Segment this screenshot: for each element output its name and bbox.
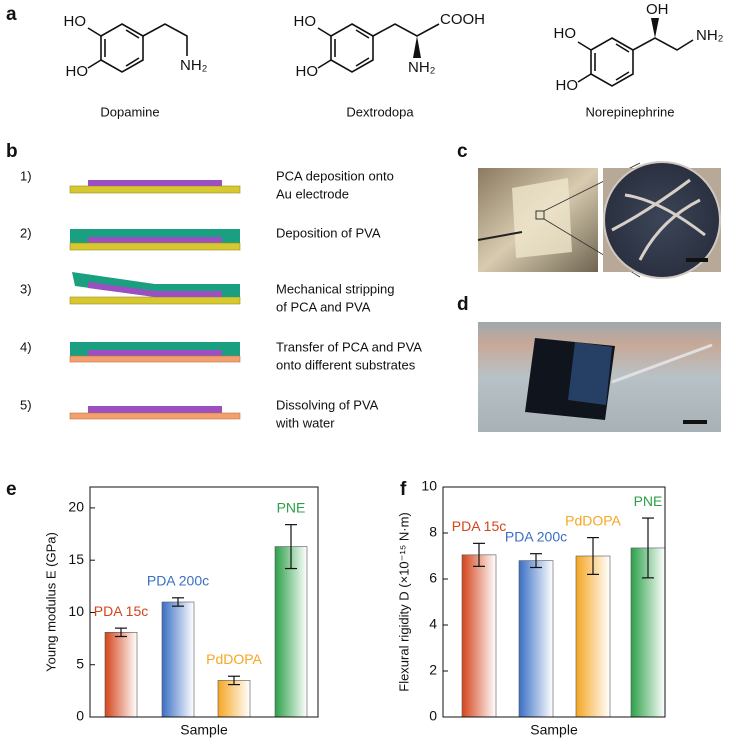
bar — [161, 601, 195, 718]
atom: HO — [554, 25, 577, 42]
bar-label: PdDOPA — [565, 512, 621, 528]
atom: HO — [294, 13, 317, 30]
y-tick-label: 2 — [429, 662, 437, 678]
y-tick-label: 6 — [429, 570, 437, 586]
error-bar — [228, 675, 240, 686]
bar — [575, 555, 611, 718]
atom: NH₂ — [408, 59, 436, 76]
y-tick-label: 0 — [76, 708, 84, 724]
panel-label: f — [400, 479, 407, 500]
atom: OH — [646, 1, 669, 18]
molecule-name: Norepinephrine — [586, 104, 675, 119]
molecule-name: Dopamine — [100, 104, 159, 119]
molecule: HO HO COOH NH₂ Dextrodopa — [294, 11, 486, 119]
y-tick-label: 10 — [68, 603, 84, 619]
step-diagram — [69, 180, 241, 420]
axes-frame — [89, 486, 319, 718]
bar — [518, 560, 554, 718]
bar-label: PNE — [634, 493, 663, 509]
bar-label: PDA 15c — [452, 518, 506, 534]
step-text: onto different substrates — [276, 357, 416, 372]
atom: NH₂ — [180, 57, 208, 74]
step-text: with water — [275, 415, 335, 430]
error-bar — [587, 536, 599, 576]
bar — [274, 546, 308, 718]
atom: NH₂ — [696, 27, 724, 44]
panel-label: b — [6, 141, 18, 162]
bar — [104, 632, 138, 718]
y-axis-label: Young modulus E (GPa) — [43, 532, 58, 672]
x-axis-label: Sample — [530, 722, 578, 738]
atom: HO — [64, 13, 87, 30]
step-number: 5) — [20, 397, 32, 412]
step-text: Au electrode — [276, 186, 349, 201]
molecule-name: Dextrodopa — [346, 104, 414, 119]
step-text: Transfer of PCA and PVA — [276, 339, 422, 354]
molecule: OH HO HO NH₂ Norepinephrine — [554, 1, 724, 119]
step-number: 2) — [20, 225, 32, 240]
y-tick-label: 0 — [429, 708, 437, 724]
step-text: Mechanical stripping — [276, 281, 395, 296]
atom: HO — [66, 63, 89, 80]
panel-label: d — [457, 294, 469, 315]
step-number: 1) — [20, 168, 32, 183]
bar-label: PDA 200c — [147, 573, 209, 589]
step-text: of PCA and PVA — [276, 299, 371, 314]
axes-frame — [442, 486, 666, 718]
step-text: PCA deposition onto — [276, 168, 394, 183]
panel-label: c — [457, 141, 468, 162]
bar-label: PNE — [277, 499, 306, 515]
y-tick-label: 20 — [68, 499, 84, 515]
bar-label: PDA 15c — [94, 603, 148, 619]
bar — [217, 680, 251, 718]
y-tick-label: 8 — [429, 524, 437, 540]
atom: HO — [556, 77, 579, 94]
molecule: HO HO NH₂ Dopamine — [64, 13, 208, 119]
bar — [461, 554, 497, 718]
step-text: Dissolving of PVA — [276, 397, 379, 412]
bar-label: PdDOPA — [206, 651, 262, 667]
y-tick-label: 4 — [429, 616, 437, 632]
y-axis-label: Flexural rigidity D (×10⁻¹⁵ N·m) — [396, 512, 411, 691]
error-bar — [642, 517, 654, 579]
error-bar — [473, 542, 485, 567]
error-bar — [530, 553, 542, 569]
step-number: 3) — [20, 281, 32, 296]
bar-label: PDA 200c — [505, 528, 567, 544]
error-bar — [115, 627, 127, 638]
step-number: 4) — [20, 339, 32, 354]
error-bar — [285, 524, 297, 570]
x-axis-label: Sample — [180, 722, 228, 738]
photo — [477, 161, 721, 432]
error-bar — [172, 597, 184, 607]
panel-label: a — [6, 4, 17, 25]
atom: COOH — [440, 11, 485, 28]
y-tick-label: 10 — [421, 478, 437, 494]
panel-label: e — [6, 479, 17, 500]
y-tick-label: 5 — [76, 655, 84, 671]
atom: HO — [296, 63, 319, 80]
y-tick-label: 15 — [68, 551, 84, 567]
step-text: Deposition of PVA — [276, 225, 381, 240]
